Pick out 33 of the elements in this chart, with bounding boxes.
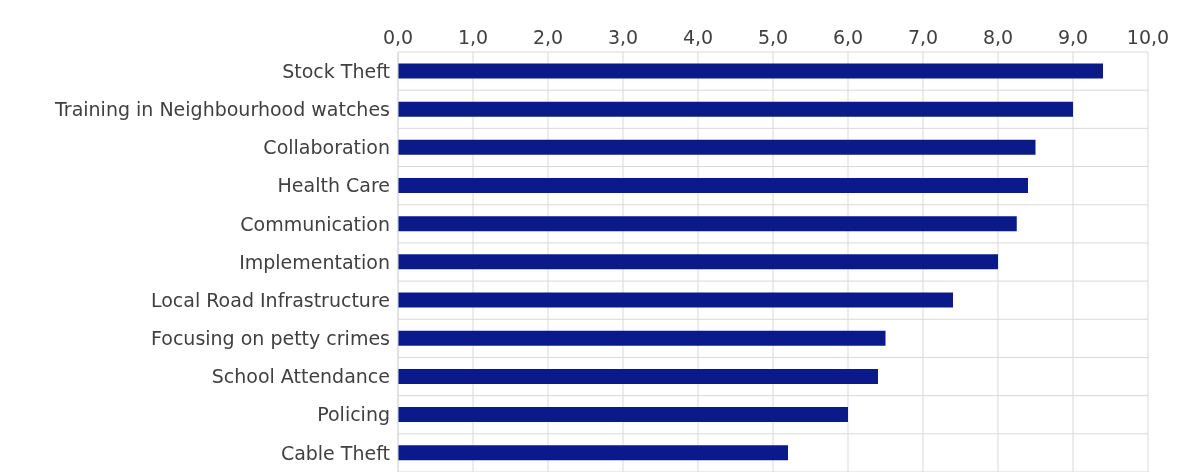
y-tick-label: School Attendance bbox=[211, 365, 390, 388]
bar bbox=[398, 330, 886, 346]
bar bbox=[398, 101, 1073, 117]
x-tick-label: 5,0 bbox=[757, 26, 789, 48]
y-tick-label: Stock Theft bbox=[282, 59, 390, 82]
bar bbox=[398, 63, 1103, 79]
bar bbox=[398, 407, 848, 423]
bar bbox=[398, 254, 998, 270]
x-tick-label: 1,0 bbox=[457, 26, 489, 48]
bar bbox=[398, 216, 1017, 232]
x-tick-label: 10,0 bbox=[1126, 26, 1170, 48]
x-tick-label: 7,0 bbox=[907, 26, 939, 48]
y-tick-label: Local Road Infrastructure bbox=[150, 288, 390, 311]
y-tick-label: Training in Neighbourhood watches bbox=[54, 98, 390, 121]
y-tick-label: Cable Theft bbox=[280, 441, 390, 464]
x-tick-label: 0,0 bbox=[382, 26, 414, 48]
bar bbox=[398, 368, 878, 384]
bar bbox=[398, 292, 953, 308]
x-tick-label: 6,0 bbox=[832, 26, 864, 48]
x-tick-label: 9,0 bbox=[1057, 26, 1089, 48]
x-tick-label: 4,0 bbox=[682, 26, 714, 48]
x-tick-label: 3,0 bbox=[607, 26, 639, 48]
y-tick-label: Focusing on petty crimes bbox=[151, 327, 390, 350]
x-tick-label: 8,0 bbox=[982, 26, 1014, 48]
y-tick-label: Policing bbox=[317, 403, 390, 426]
y-tick-label: Health Care bbox=[277, 174, 390, 197]
bar bbox=[398, 445, 788, 461]
bar bbox=[398, 139, 1036, 155]
y-tick-label: Implementation bbox=[239, 250, 390, 273]
bar bbox=[398, 178, 1028, 193]
y-tick-label: Communication bbox=[240, 212, 390, 235]
x-tick-label: 2,0 bbox=[532, 26, 564, 48]
y-tick-label: Collaboration bbox=[263, 136, 390, 159]
